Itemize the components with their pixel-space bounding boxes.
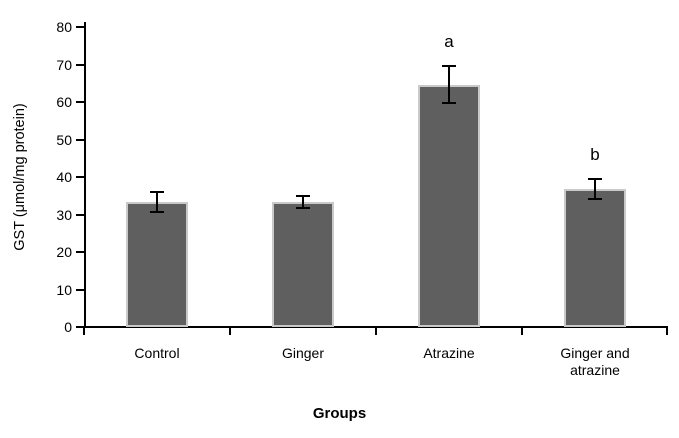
x-axis-tick <box>375 326 377 335</box>
bar <box>418 84 480 327</box>
y-axis-tick-label: 80 <box>56 19 72 35</box>
category-label: Control <box>134 345 180 361</box>
y-axis-tick-label: 60 <box>56 94 72 110</box>
y-axis-tick-label: 30 <box>56 206 72 223</box>
x-axis-title: Groups <box>312 405 367 422</box>
y-axis-tick-label: 10 <box>56 281 72 298</box>
error-bar-cap-top <box>296 195 310 198</box>
y-axis-tick <box>76 176 84 178</box>
y-axis-line <box>84 22 86 328</box>
error-bar-line <box>302 196 304 209</box>
error-bar-cap-bottom <box>442 102 456 105</box>
error-bar-cap-top <box>150 191 164 193</box>
y-axis-tick <box>76 101 84 103</box>
bar <box>272 202 334 327</box>
error-bar-line <box>156 192 158 212</box>
error-bar-line <box>594 178 596 200</box>
y-axis-tick-label: 70 <box>56 56 72 73</box>
error-bar-cap-top <box>588 177 602 180</box>
x-axis-tick <box>666 326 668 335</box>
error-bar-cap-bottom <box>588 198 602 201</box>
y-axis-tick-label: 40 <box>56 169 72 185</box>
error-bar-cap-bottom <box>150 210 164 213</box>
y-axis-tick <box>76 63 84 66</box>
category-label: Atrazine <box>423 345 475 361</box>
y-axis-tick-label: 50 <box>56 131 72 148</box>
x-axis-tick <box>83 326 85 335</box>
bar-annotation: b <box>590 144 600 164</box>
category-label: Ginger <box>281 345 325 361</box>
x-axis-tick <box>229 326 231 335</box>
error-bar-cap-top <box>442 65 456 68</box>
y-axis-tick <box>76 251 84 253</box>
y-axis-tick <box>76 326 84 328</box>
error-bar-line <box>448 66 450 104</box>
y-axis-tick-label: 20 <box>56 244 72 260</box>
y-axis-tick <box>76 288 84 291</box>
y-axis-tick <box>76 213 84 216</box>
bar <box>126 201 188 327</box>
category-label: Ginger and atrazine <box>560 345 630 378</box>
y-axis-title: GST (μmol/mg protein) <box>12 103 28 251</box>
bar <box>564 189 626 327</box>
x-axis-tick <box>521 326 523 335</box>
plot-area: 0 10 20 30 40 50 60 70 80 a b <box>56 20 668 335</box>
y-axis-tick <box>76 26 84 28</box>
y-axis-tick-label: 0 <box>64 319 72 335</box>
y-axis-tick <box>76 138 84 141</box>
bar-annotation: a <box>444 32 454 52</box>
error-bar-cap-bottom <box>296 207 310 210</box>
